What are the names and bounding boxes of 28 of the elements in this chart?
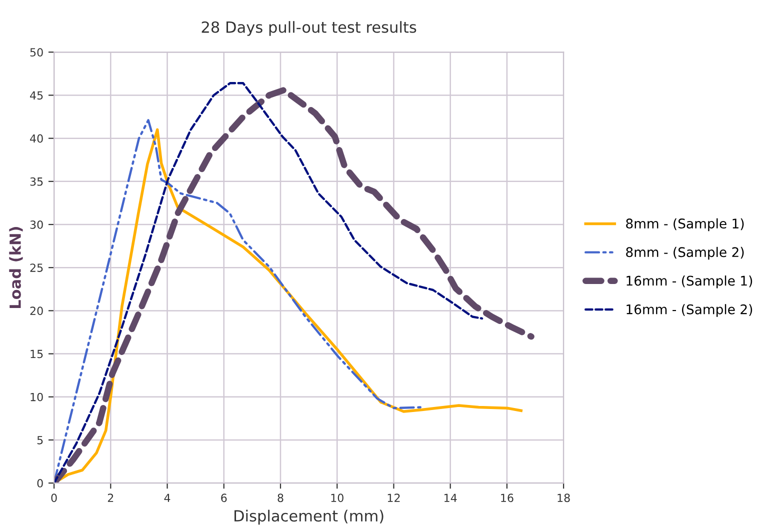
x-tick-label: 4 xyxy=(164,494,170,502)
y-tick-label: 35 xyxy=(30,177,43,186)
x-tick-label: 8 xyxy=(278,494,284,502)
y-tick-label: 50 xyxy=(30,48,43,57)
x-tick-label: 14 xyxy=(444,494,457,502)
y-tick-label: 45 xyxy=(30,91,43,100)
y-tick-label: 10 xyxy=(30,392,43,402)
x-tick-label: 18 xyxy=(558,494,570,502)
x-tick-label: 10 xyxy=(331,494,344,502)
legend-label: 16mm - (Sample 1) xyxy=(626,276,752,288)
legend-label: 8mm - (Sample 2) xyxy=(626,246,744,260)
x-tick-label: 2 xyxy=(108,494,114,502)
y-tick-label: 25 xyxy=(30,264,43,272)
y-tick-label: 15 xyxy=(30,350,43,358)
y-tick-label: 20 xyxy=(30,306,43,316)
y-axis-title: Load (kN) xyxy=(9,227,23,308)
y-tick-label: 5 xyxy=(37,436,43,444)
y-tick-label: 40 xyxy=(30,134,43,143)
x-tick-label: 16 xyxy=(501,494,514,502)
y-tick-label: 0 xyxy=(37,479,43,488)
legend-label: 8mm - (Sample 1) xyxy=(626,218,744,232)
x-axis-title: Displacement (mm) xyxy=(234,510,384,525)
x-tick-label: 6 xyxy=(221,494,227,502)
legend-label: 16mm - (Sample 2) xyxy=(626,304,752,317)
x-tick-label: 0 xyxy=(51,494,57,502)
x-tick-label: 12 xyxy=(388,494,400,502)
chart-title: 28 Days pull-out test results xyxy=(202,21,416,36)
y-tick-label: 30 xyxy=(30,220,43,229)
